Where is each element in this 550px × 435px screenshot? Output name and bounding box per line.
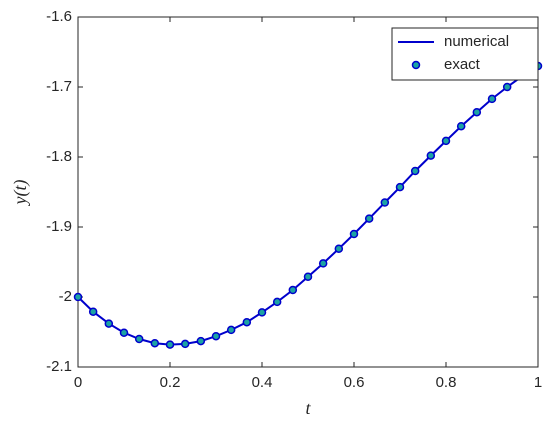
x-tick-label: 0 (74, 374, 82, 391)
legend-marker (411, 60, 421, 70)
point (303, 272, 313, 281)
y-tick-label: -1.8 (46, 148, 72, 165)
point (380, 198, 390, 207)
y-tick-label: -2 (59, 288, 72, 305)
legend-box (391, 27, 539, 81)
x-tick-label: 1 (534, 374, 542, 391)
y-tick-label: -1.9 (46, 218, 72, 235)
point (426, 151, 436, 160)
point (334, 244, 344, 253)
x-tick-label: 0.6 (344, 374, 365, 391)
point (456, 121, 466, 131)
point (364, 214, 374, 223)
point (242, 317, 252, 327)
point (441, 136, 451, 146)
point (196, 336, 206, 346)
point (73, 292, 83, 302)
x-tick-label: 0.4 (252, 374, 273, 391)
legend-label: exact (444, 56, 481, 73)
point (318, 259, 328, 268)
point (88, 307, 98, 316)
point (272, 297, 282, 307)
point (487, 94, 497, 104)
point (410, 166, 420, 176)
point (134, 334, 144, 344)
x-axis-label: t (305, 398, 311, 418)
y-tick-label: -2.1 (46, 358, 72, 375)
point (472, 107, 482, 117)
point (257, 308, 267, 317)
point (211, 331, 221, 341)
x-tick-label: 0.2 (160, 374, 181, 391)
point (226, 325, 236, 335)
y-tick-label: -1.7 (46, 78, 72, 95)
point (180, 339, 190, 349)
point (395, 182, 405, 192)
y-axis-label: y(t) (10, 180, 31, 207)
x-tick-label: 0.8 (436, 374, 457, 391)
point (288, 285, 298, 295)
y-tick-label: -1.6 (46, 8, 72, 25)
point (150, 338, 160, 348)
point (502, 82, 512, 92)
point (104, 319, 114, 328)
point (349, 229, 359, 239)
legend-label: numerical (444, 33, 509, 50)
point (165, 340, 175, 349)
point (119, 328, 129, 337)
